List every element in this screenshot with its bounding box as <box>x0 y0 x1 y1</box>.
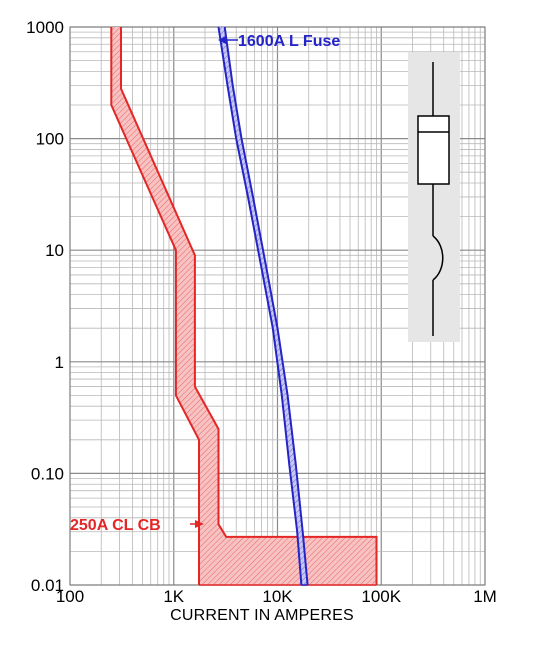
breaker-label-group: 250A CL CB <box>70 517 204 534</box>
x-axis-label: CURRENT IN AMPERES <box>170 607 354 624</box>
x-tick-label: 1K <box>163 587 184 606</box>
y-tick-label: 10 <box>45 241 64 260</box>
x-tick-label: 10K <box>262 587 293 606</box>
fuse-symbol-box <box>417 115 450 185</box>
fuse-label: 1600A L Fuse <box>238 33 340 50</box>
curve-bands <box>110 26 378 586</box>
min-curve-1600a-l-fuse <box>217 26 303 586</box>
symbol-panel-background <box>408 52 460 342</box>
grid <box>69 26 486 586</box>
breaker-symbol-arc <box>432 235 444 281</box>
x-tick-label: 100 <box>56 587 84 606</box>
y-tick-label: 0.01 <box>31 576 64 595</box>
breaker-label-arrow-head <box>195 520 204 528</box>
max-curve-1600a-l-fuse <box>223 26 309 586</box>
y-tick-label: 1 <box>55 353 64 372</box>
x-tick-label: 100K <box>361 587 401 606</box>
one-line-symbol <box>408 52 460 342</box>
y-tick-label: 1000 <box>26 18 64 37</box>
x-tick-label: 1M <box>473 587 497 606</box>
breaker-label: 250A CL CB <box>70 517 161 534</box>
max-curve-250a-cl-cb <box>120 27 378 585</box>
tick-labels: 100 1K 10K 100K 1M 0.01 0.10 1 10 100 1000 <box>26 18 497 606</box>
min-curve-250a-cl-cb <box>110 27 200 585</box>
y-tick-label: 100 <box>36 130 64 149</box>
y-tick-label: 0.10 <box>31 464 64 483</box>
fuse-label-group: 1600A L Fuse <box>218 33 340 50</box>
fuse-label-arrow-head <box>218 36 226 44</box>
